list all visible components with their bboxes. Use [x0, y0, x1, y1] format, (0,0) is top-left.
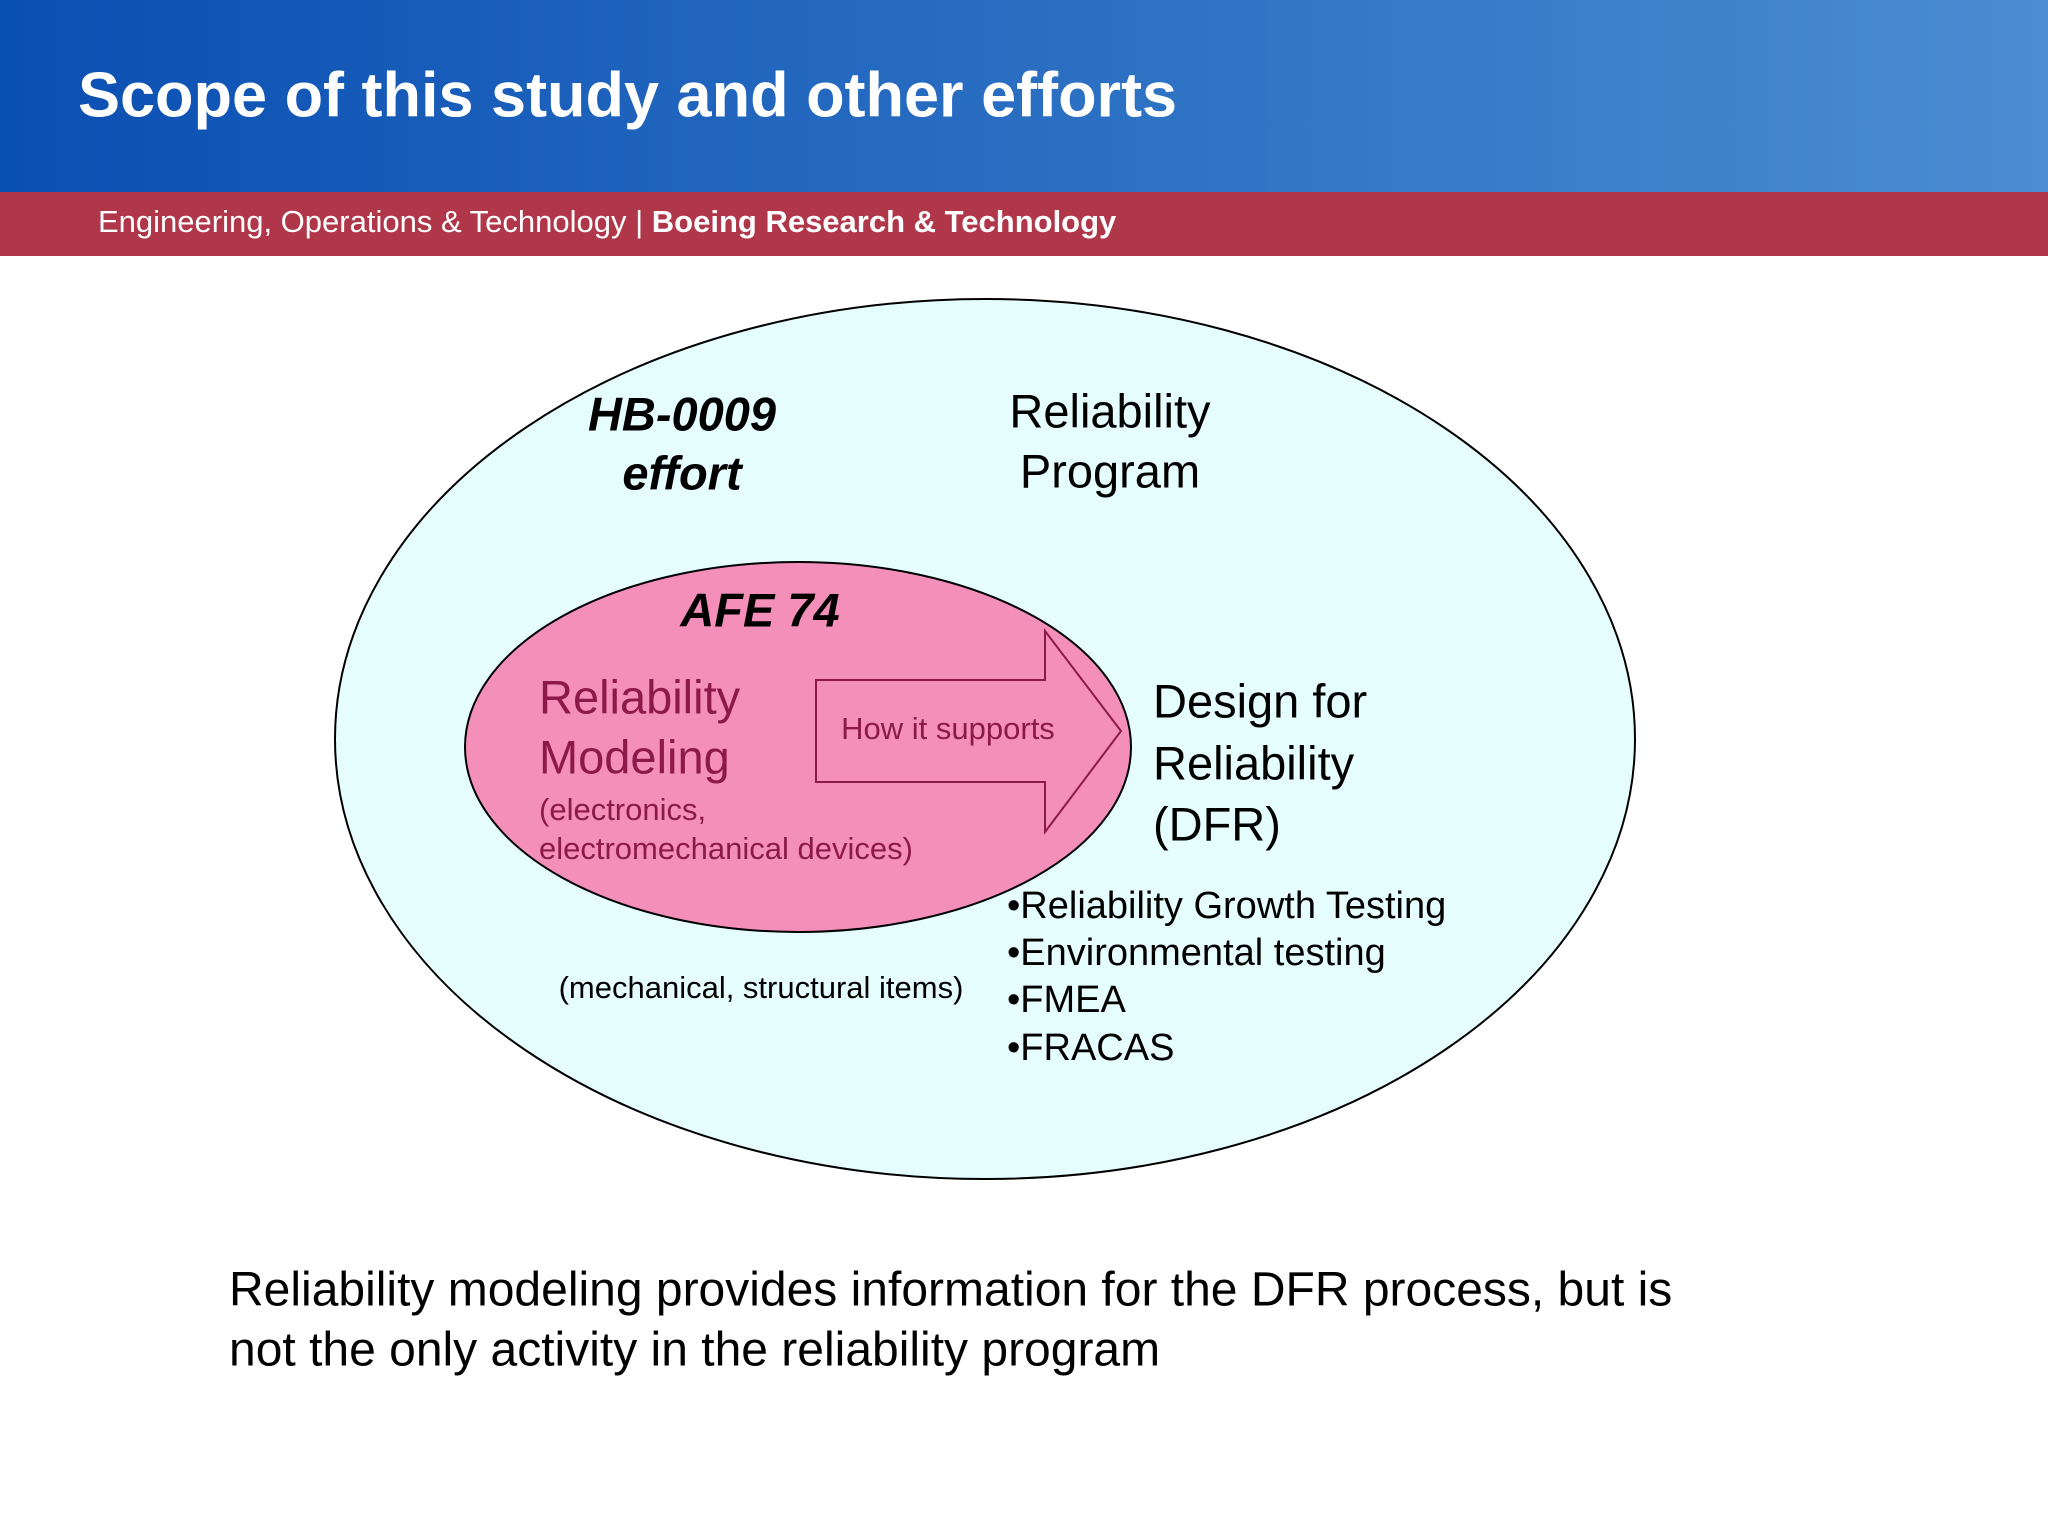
arrow-label: How it supports — [841, 711, 1055, 746]
dfr-item: •Environmental testing — [1007, 932, 1386, 974]
outer-note: (mechanical, structural items) — [559, 970, 964, 1005]
dfr-label: (DFR) — [1153, 797, 1281, 850]
support-arrow — [815, 628, 1123, 835]
modeling-note: electromechanical devices) — [539, 831, 913, 866]
caption: Reliability modeling provides informatio… — [229, 1264, 1672, 1317]
afe-label: AFE 74 — [679, 583, 839, 636]
subtitle-org: Engineering, Operations & Technology | — [98, 204, 652, 239]
inner-ellipse — [464, 561, 1132, 933]
header-band — [0, 0, 2048, 192]
subtitle-unit: Boeing Research & Technology — [652, 204, 1117, 239]
program-label: Program — [1020, 444, 1200, 497]
modeling-label: Reliability — [539, 670, 741, 723]
caption: not the only activity in the reliability… — [229, 1324, 1160, 1377]
dfr-label: Design for — [1153, 674, 1367, 727]
hb-label: effort — [622, 446, 744, 499]
dfr-item: •FRACAS — [1007, 1027, 1174, 1069]
subheader-band — [0, 192, 2048, 256]
slide-title: Scope of this study and other efforts — [78, 61, 1177, 131]
modeling-note: (electronics, — [539, 792, 706, 827]
modeling-label: Modeling — [539, 730, 730, 783]
dfr-item: •FMEA — [1007, 979, 1127, 1021]
dfr-item: •Reliability Growth Testing — [1007, 885, 1446, 927]
program-label: Reliability — [1009, 384, 1211, 437]
dfr-label: Reliability — [1153, 736, 1355, 789]
slide-subtitle: Engineering, Operations & Technology | B… — [98, 204, 1117, 239]
hb-label: HB-0009 — [588, 387, 776, 440]
